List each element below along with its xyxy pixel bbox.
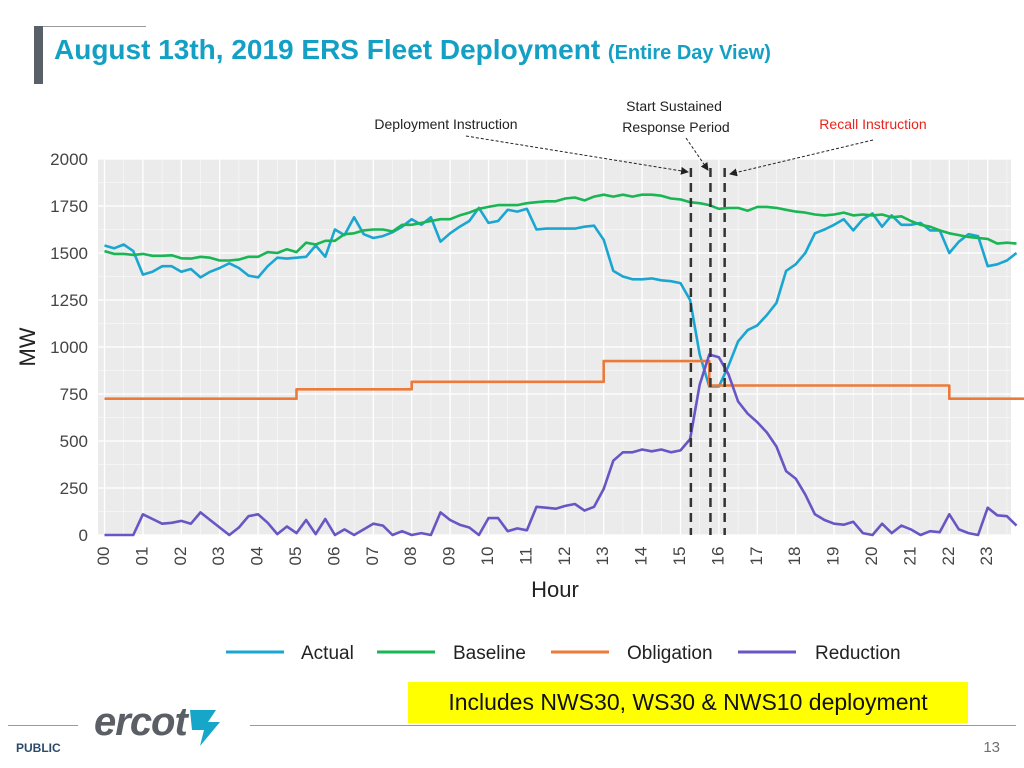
x-tick-label: 02 xyxy=(171,547,190,566)
footer-rule-right xyxy=(250,725,1016,726)
x-tick-label: 04 xyxy=(248,547,267,566)
legend-baseline-label: Baseline xyxy=(453,643,526,664)
sustained-arrow xyxy=(685,137,709,171)
x-tick-label: 14 xyxy=(632,547,651,566)
x-tick-label: 19 xyxy=(824,547,843,566)
footer-classification: PUBLIC xyxy=(16,741,61,755)
x-tick-label: 01 xyxy=(132,547,151,566)
page-title-main: August 13th, 2019 ERS Fleet Deployment xyxy=(54,34,601,65)
event-lines xyxy=(689,168,726,535)
ercot-logo: ercot xyxy=(94,700,188,744)
y-tick-label: 1750 xyxy=(50,197,88,216)
y-tick-label: 500 xyxy=(60,432,88,451)
y-tick-label: 2000 xyxy=(50,150,88,169)
legend: Actual Baseline Obligation Reduction xyxy=(226,643,901,664)
x-tick-label: 20 xyxy=(862,547,881,566)
y-tick-label: 1000 xyxy=(50,338,88,357)
recall-arrow xyxy=(729,139,874,177)
x-tick-label: 12 xyxy=(555,547,574,566)
recall-instruction-label: Recall Instruction xyxy=(819,116,926,132)
footer-rule-left xyxy=(8,725,78,726)
x-tick-label: 23 xyxy=(977,547,996,566)
x-tick-label: 03 xyxy=(209,547,228,566)
y-tick-label: 750 xyxy=(60,385,88,404)
y-tick-label: 250 xyxy=(60,479,88,498)
y-axis-title: MW xyxy=(15,327,40,366)
x-tick-label: 21 xyxy=(900,547,919,566)
x-tick-label: 11 xyxy=(516,547,535,565)
legend-actual-label: Actual xyxy=(301,643,354,664)
deployment-arrow xyxy=(465,135,689,175)
series-line-reduction xyxy=(104,353,1018,537)
y-tick-labels: 0 250 500 750 1000 1250 1500 1750 2000 xyxy=(50,150,88,545)
series-line-actual xyxy=(104,206,1018,388)
deployment-instruction-label: Deployment Instruction xyxy=(374,116,517,132)
x-tick-label: 10 xyxy=(478,547,497,566)
x-tick-label: 22 xyxy=(939,547,958,566)
series-line-baseline xyxy=(104,193,1017,262)
series-lines xyxy=(104,193,1024,537)
x-axis-title: Hour xyxy=(531,577,579,602)
y-tick-label: 1500 xyxy=(50,244,88,263)
series-line-obligation xyxy=(104,359,1024,401)
x-tick-label: 16 xyxy=(708,547,727,566)
page-title: August 13th, 2019 ERS Fleet Deployment (… xyxy=(54,34,771,66)
ercot-logo-icon xyxy=(190,710,220,746)
page-title-sub: (Entire Day View) xyxy=(607,42,771,64)
x-tick-label: 13 xyxy=(593,547,612,566)
x-tick-label: 17 xyxy=(747,547,766,566)
title-accent-bar xyxy=(34,26,43,84)
deployment-note: Includes NWS30, WS30 & NWS10 deployment xyxy=(408,682,968,723)
x-tick-label: 08 xyxy=(401,547,420,566)
x-tick-label: 05 xyxy=(286,547,305,566)
legend-obligation-label: Obligation xyxy=(627,643,713,664)
x-tick-label: 07 xyxy=(363,547,382,566)
x-tick-label: 06 xyxy=(324,547,343,566)
plot-grid xyxy=(98,158,1011,536)
page-number: 13 xyxy=(983,739,1000,756)
legend-reduction-label: Reduction xyxy=(815,643,901,664)
title-top-rule xyxy=(34,26,146,27)
x-tick-label: 00 xyxy=(94,547,113,566)
sustained-response-label-line2: Response Period xyxy=(622,119,729,135)
sustained-response-label-line1: Start Sustained xyxy=(626,98,722,114)
y-tick-label: 1250 xyxy=(50,291,88,310)
x-tick-label: 15 xyxy=(670,547,689,566)
x-tick-label: 09 xyxy=(440,547,459,566)
x-tick-labels: 00 01 02 03 04 05 06 07 08 09 10 11 12 13 14 15 16 17 18 19… xyxy=(94,547,996,566)
x-tick-label: 18 xyxy=(785,547,804,566)
y-tick-label: 0 xyxy=(79,526,88,545)
